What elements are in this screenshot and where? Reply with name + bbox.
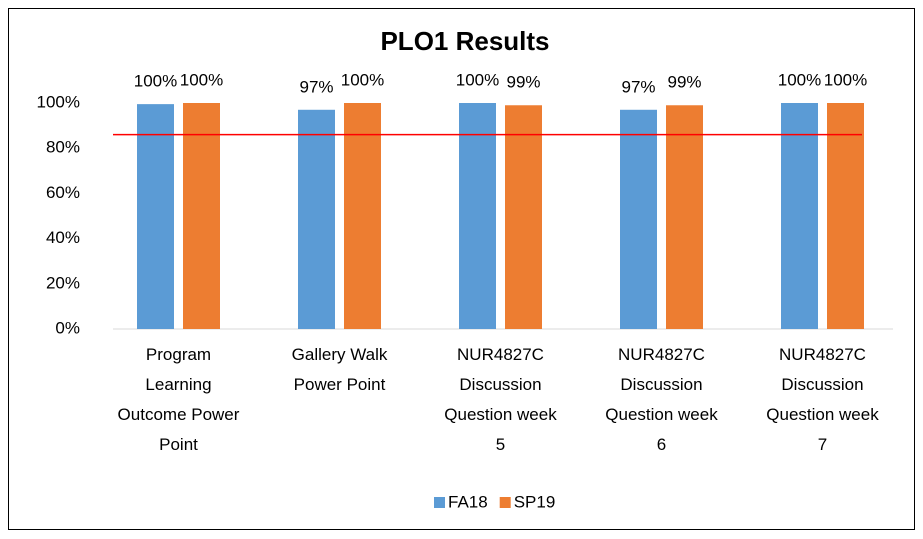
value-label: 100%	[824, 70, 867, 89]
value-label: 100%	[456, 70, 499, 89]
bar	[183, 103, 220, 329]
chart-title: PLO1 Results	[380, 26, 549, 56]
bar	[137, 104, 174, 329]
value-label: 100%	[778, 70, 821, 89]
y-tick-label: 100%	[37, 92, 80, 111]
bar	[666, 105, 703, 329]
x-tick-label: Program Learning Outcome Power Point	[118, 345, 240, 454]
value-label: 99%	[506, 73, 540, 92]
x-tick-label: NUR4827C Discussion Question week 5	[444, 345, 557, 454]
bar	[827, 103, 864, 329]
y-tick-label: 80%	[46, 138, 80, 157]
value-label: 100%	[134, 72, 177, 91]
value-label: 97%	[621, 77, 655, 96]
y-tick-label: 60%	[46, 183, 80, 202]
bar	[505, 105, 542, 329]
value-label: 99%	[667, 73, 701, 92]
value-label: 100%	[180, 70, 223, 89]
x-tick-label: Gallery Walk Power Point	[292, 345, 388, 394]
legend-swatch	[434, 497, 445, 508]
bar	[344, 103, 381, 329]
legend-label: SP19	[514, 492, 556, 511]
y-tick-label: 20%	[46, 273, 80, 292]
bar	[298, 109, 335, 329]
x-tick-label: NUR4827C Discussion Question week 7	[766, 345, 879, 454]
value-label: 97%	[299, 77, 333, 96]
bar	[620, 109, 657, 329]
legend-label: FA18	[448, 492, 488, 511]
y-tick-label: 0%	[55, 318, 80, 337]
y-tick-label: 40%	[46, 228, 80, 247]
value-label: 100%	[341, 70, 384, 89]
bar	[781, 103, 818, 329]
legend-swatch	[499, 497, 511, 508]
bar	[459, 103, 496, 329]
x-tick-label: NUR4827C Discussion Question week 6	[605, 345, 718, 454]
